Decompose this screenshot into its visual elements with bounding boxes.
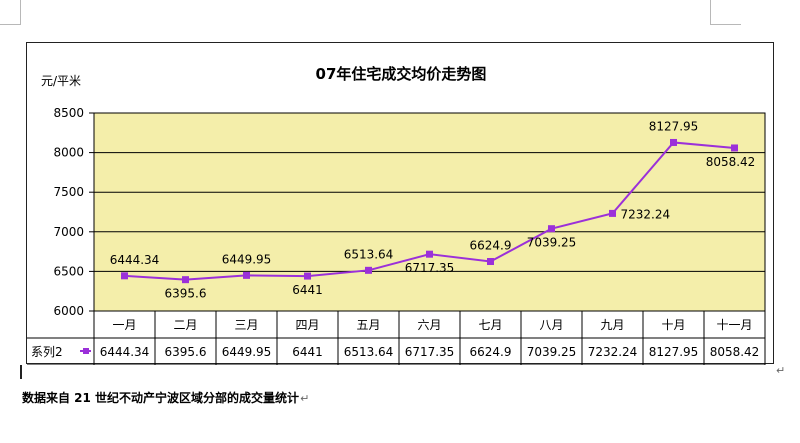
table-value-cell: 6624.9 — [470, 345, 512, 359]
line-chart: 07年住宅成交均价走势图 元/平米 6000 6500 7000 7500 8000 85… — [27, 65, 766, 365]
x-category-label: 十一月 — [716, 318, 752, 332]
caption-text: 数据来自 21 世纪不动产宁波区域分部的成交量统计 — [22, 391, 300, 405]
data-point — [243, 271, 250, 279]
table-value-cell: 6444.34 — [100, 345, 150, 359]
plot-area: 6000 6500 7000 7500 8000 8500 一月 二月 三月 四月 五月 六月 七月 八月… — [27, 106, 766, 365]
cell-end-mark: ↵ — [776, 364, 786, 377]
data-label: 6624.9 — [470, 239, 512, 253]
legend-marker — [83, 348, 89, 354]
data-point — [365, 266, 372, 274]
page-corner-top-right — [710, 0, 741, 25]
x-category-label: 八月 — [539, 318, 563, 332]
y-tick-label: 7500 — [53, 185, 84, 199]
paragraph-mark: ↵ — [300, 392, 310, 405]
x-category-label: 六月 — [417, 318, 441, 332]
data-point — [487, 258, 494, 266]
table-value-cell: 7232.24 — [588, 345, 638, 359]
y-tick-label: 8500 — [53, 106, 84, 120]
table-value-cell: 6395.6 — [165, 345, 207, 359]
chart-title: 07年住宅成交均价走势图 — [316, 65, 487, 83]
x-category-label: 四月 — [295, 318, 319, 332]
series-name-label: 系列2 — [31, 345, 63, 359]
y-tick-label: 7000 — [53, 225, 84, 239]
data-label: 8127.95 — [649, 119, 699, 133]
y-tick-label: 6500 — [53, 264, 84, 278]
data-label: 8058.42 — [706, 155, 756, 169]
data-label: 6444.34 — [110, 253, 160, 267]
table-value-cell: 8127.95 — [649, 345, 699, 359]
data-point — [121, 272, 128, 280]
x-category-label: 二月 — [173, 318, 197, 332]
data-label: 7039.25 — [527, 236, 577, 250]
data-label: 6395.6 — [165, 287, 207, 301]
text-cursor — [20, 365, 22, 379]
y-axis-label: 元/平米 — [41, 74, 81, 88]
data-point — [304, 272, 311, 280]
data-label: 6513.64 — [344, 247, 394, 261]
table-value-cell: 6441 — [292, 345, 323, 359]
x-category-label: 三月 — [234, 318, 258, 332]
y-tick-label: 8000 — [53, 146, 84, 160]
data-label: 7232.24 — [621, 207, 671, 221]
x-category-label: 五月 — [356, 318, 380, 332]
page-corner-top-left — [0, 0, 21, 25]
data-point — [548, 225, 555, 233]
x-category-label: 十月 — [661, 318, 685, 332]
data-point — [670, 138, 677, 146]
table-value-cell: 6717.35 — [405, 345, 455, 359]
data-point — [731, 144, 738, 152]
data-point — [609, 209, 616, 217]
table-value-cell: 8058.42 — [710, 345, 760, 359]
x-category-label: 九月 — [600, 318, 624, 332]
data-label: 6441 — [292, 283, 323, 297]
table-value-cell: 6449.95 — [222, 345, 272, 359]
table-value-cell: 7039.25 — [527, 345, 577, 359]
x-category-label: 一月 — [112, 318, 136, 332]
source-caption: 数据来自 21 世纪不动产宁波区域分部的成交量统计↵ — [22, 389, 309, 406]
data-label: 6449.95 — [222, 252, 272, 266]
data-point — [426, 250, 433, 258]
data-label: 6717.35 — [405, 261, 455, 275]
chart-area: 07年住宅成交均价走势图 元/平米 6000 6500 7000 7500 8000 85… — [26, 42, 774, 365]
x-category-label: 七月 — [478, 318, 502, 332]
y-tick-label: 6000 — [53, 304, 84, 318]
table-value-cell: 6513.64 — [344, 345, 394, 359]
data-point — [182, 276, 189, 284]
